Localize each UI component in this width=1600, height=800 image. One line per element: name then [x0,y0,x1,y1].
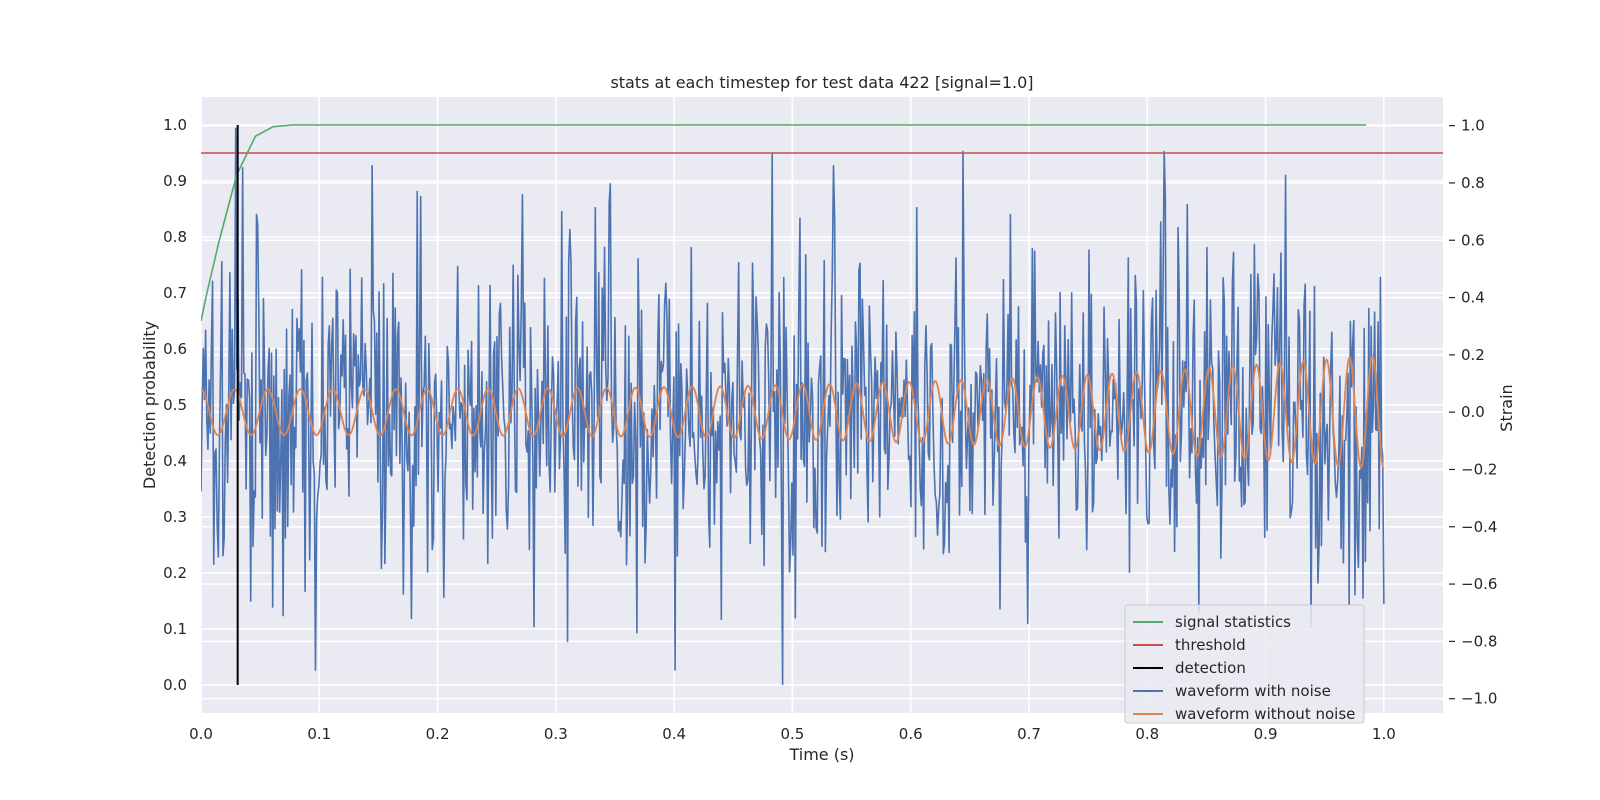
y2-tick-label: −0.2 [1461,460,1497,478]
y2-tick-label: −1.0 [1461,690,1497,708]
y-tick-label: 0.1 [163,620,187,638]
x-tick-label: 0.0 [189,725,213,743]
y2-tick-label: 0.8 [1461,174,1485,192]
y-tick-label: 0.3 [163,508,187,526]
chart-title: stats at each timestep for test data 422… [610,73,1033,92]
legend-label: signal statistics [1175,613,1291,631]
x-tick-label: 0.8 [1135,725,1159,743]
y-tick-label: 0.4 [163,452,187,470]
y2-tick-label: 0.2 [1461,346,1485,364]
series-group [201,124,1443,686]
x-tick-label: 0.4 [662,725,686,743]
y2-axis-label: Strain [1497,384,1516,431]
waveform-with-noise-line [201,127,1385,686]
x-tick-label: 1.0 [1372,725,1396,743]
y-tick-label: 0.2 [163,564,187,582]
y2-tick-label: 0.0 [1461,403,1485,421]
x-tick-label: 0.7 [1017,725,1041,743]
legend-label: waveform without noise [1175,705,1355,723]
x-tick-label: 0.3 [544,725,568,743]
signal-statistics-line [201,124,1367,322]
y-tick-label: 0.7 [163,284,187,302]
y-tick-label: 0.9 [163,172,187,190]
x-tick-label: 0.2 [426,725,450,743]
waveform-without-noise-line [201,354,1385,470]
x-tick-label: 0.6 [899,725,923,743]
legend-label: threshold [1175,636,1246,654]
y-tick-label: 1.0 [163,116,187,134]
x-tick-label: 0.5 [780,725,804,743]
x-tick-label: 0.1 [307,725,331,743]
legend-label: detection [1175,659,1246,677]
y2-tick-label: 1.0 [1461,117,1485,135]
legend-label: waveform with noise [1175,682,1331,700]
y2-tick-label: −0.4 [1461,518,1497,536]
y2-tick-label: 0.4 [1461,289,1485,307]
x-axis-ticks: 0.0 0.1 0.2 0.3 0.4 0.5 0.6 0.7 0.8 0.9 1.0 [189,725,1396,743]
y-axis-label: Detection probability [140,321,159,489]
x-axis-label: Time (s) [788,745,854,764]
legend: signal statistics threshold detection wavef… [1124,604,1365,724]
y2-tick-label: 0.6 [1461,231,1485,249]
y2-tick-label: −0.6 [1461,575,1497,593]
y-axis-ticks: 0.0 0.1 0.2 0.3 0.4 0.5 0.6 0.7 0.8 0.9 1.0 [163,116,187,694]
x-tick-label: 0.9 [1254,725,1278,743]
legend-box [1124,604,1365,724]
y-tick-label: 0.0 [163,676,187,694]
y-tick-label: 0.8 [163,228,187,246]
y-tick-label: 0.5 [163,396,187,414]
y2-tick-label: −0.8 [1461,632,1497,650]
y-tick-label: 0.6 [163,340,187,358]
y2-axis-ticks: −1.0 −0.8 −0.6 −0.4 −0.2 0.0 0.2 0.4 0.6 0.8 1.0 [1449,117,1497,708]
